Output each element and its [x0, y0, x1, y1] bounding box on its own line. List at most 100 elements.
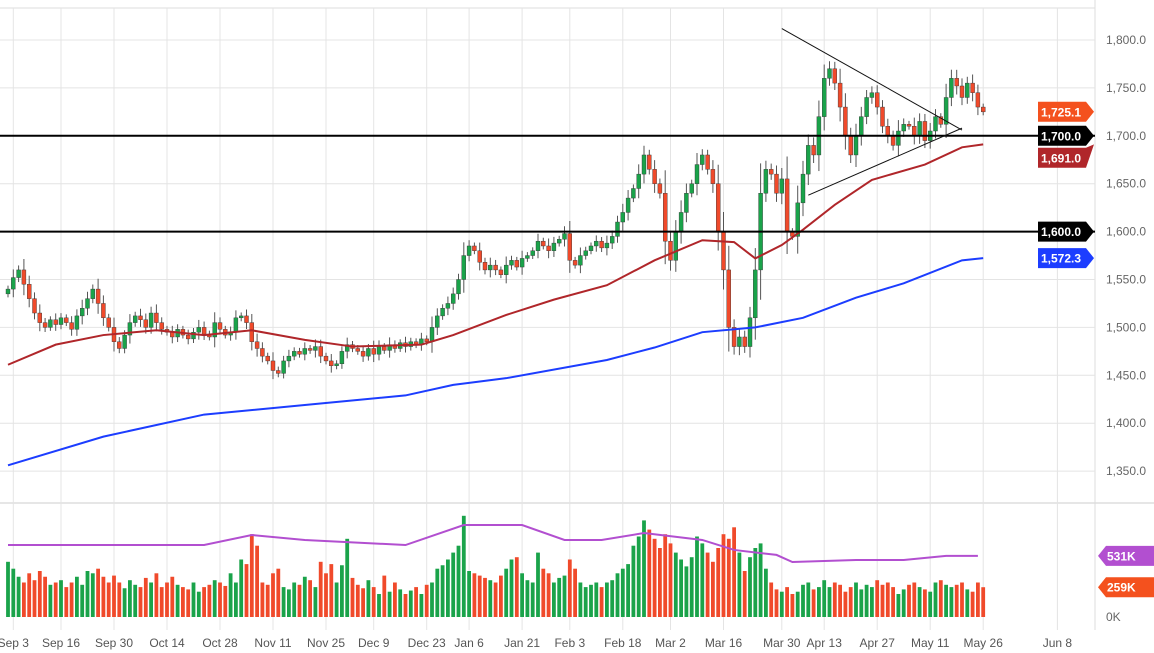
- candle-up: [604, 242, 610, 249]
- volume-bar: [933, 582, 938, 617]
- volume-bar: [48, 584, 53, 617]
- candle-up: [345, 344, 350, 352]
- volume-bar: [271, 573, 275, 617]
- candle-up: [615, 221, 620, 237]
- volume-bar: [223, 585, 228, 617]
- candle-down: [906, 124, 912, 127]
- candle-down: [117, 341, 122, 349]
- candle-down: [360, 351, 366, 357]
- volume-bar: [461, 515, 466, 617]
- candle-up: [292, 351, 297, 357]
- volume-bar: [276, 568, 281, 617]
- candle-up: [806, 145, 811, 175]
- candle-up: [79, 308, 85, 317]
- volume-bar: [366, 580, 371, 617]
- volume-bar: [716, 548, 721, 617]
- candle-down: [657, 183, 663, 194]
- candle-up: [795, 202, 800, 237]
- candle-down: [297, 351, 302, 355]
- candle-up: [684, 193, 689, 213]
- candle-up: [191, 331, 196, 340]
- candle-up: [196, 327, 202, 333]
- volume-bar: [244, 564, 249, 617]
- candle-up: [588, 245, 594, 251]
- candle-up: [535, 240, 541, 251]
- volume-bar: [806, 582, 811, 617]
- time-tick-label: Sep 30: [95, 636, 133, 650]
- candle-up: [859, 116, 864, 136]
- volume-bar: [504, 568, 509, 617]
- candle-up: [610, 236, 615, 244]
- volume-bar: [626, 564, 630, 617]
- volume-bar: [398, 589, 403, 617]
- price-badge-bg: [1038, 101, 1094, 122]
- volume-bar: [207, 584, 212, 617]
- candle-down: [981, 106, 986, 113]
- candle-up: [822, 78, 827, 117]
- volume-bar: [488, 580, 493, 617]
- volume-bar: [181, 587, 185, 617]
- volume-bar: [562, 575, 567, 617]
- volume-bar: [642, 520, 646, 617]
- volume-bar: [355, 584, 360, 617]
- price-tick-label: 1,750.0: [1106, 81, 1146, 95]
- candle-down: [774, 173, 779, 194]
- time-tick-label: Apr 13: [807, 636, 843, 650]
- volume-bar: [605, 582, 609, 617]
- candle-down: [37, 312, 42, 323]
- time-tick-label: Mar 2: [655, 636, 686, 650]
- candle-down: [276, 370, 281, 374]
- candle-up: [853, 135, 859, 156]
- candle-up: [233, 317, 239, 333]
- candle-up: [74, 315, 80, 330]
- candle-down: [716, 183, 721, 232]
- volume-bar: [53, 582, 58, 617]
- volume-bar: [870, 587, 874, 617]
- volume-bar: [408, 590, 413, 617]
- volume-bar: [313, 587, 318, 617]
- volume-bar: [917, 587, 922, 617]
- candle-up: [5, 288, 11, 295]
- volume-bar: [790, 594, 795, 617]
- candle-down: [572, 260, 578, 266]
- candle-up: [58, 317, 64, 325]
- volume-bar: [599, 587, 604, 617]
- volume-bar: [907, 584, 911, 617]
- candle-up: [48, 319, 53, 328]
- volume-bar: [96, 568, 100, 617]
- volume-bar: [287, 589, 291, 617]
- volume-bar: [80, 584, 85, 617]
- triangle-trendline: [808, 127, 963, 196]
- candle-up: [562, 233, 567, 240]
- candle-down: [599, 240, 604, 249]
- volume-bar: [196, 591, 201, 617]
- candle-up: [620, 212, 625, 223]
- time-tick-label: Nov 25: [307, 636, 345, 650]
- volume-bar: [27, 573, 32, 617]
- volume-bar: [382, 575, 387, 617]
- time-tick-label: May 11: [911, 636, 950, 650]
- price-badge-bg: [1038, 221, 1094, 242]
- candle-up: [376, 346, 382, 355]
- candle-up: [16, 269, 21, 278]
- volume-bar: [954, 584, 959, 617]
- volume-bar: [419, 594, 424, 617]
- volume-bar: [493, 582, 498, 617]
- volume-bar: [281, 587, 286, 617]
- candle-down: [482, 262, 488, 271]
- candle-up: [864, 97, 869, 117]
- volume-badge: 259K: [1107, 581, 1136, 595]
- volume-bar: [234, 582, 238, 617]
- price-tick-label: 1,800.0: [1106, 33, 1146, 47]
- candle-down: [880, 106, 885, 127]
- candle-down: [912, 126, 917, 137]
- volume-bar: [689, 557, 694, 617]
- volume-bar: [679, 559, 683, 617]
- candle-down: [938, 116, 943, 125]
- candle-down: [726, 269, 731, 328]
- volume-bar: [483, 577, 487, 617]
- candle-up: [631, 188, 636, 199]
- candle-down: [53, 319, 58, 325]
- volume-bar: [594, 582, 599, 617]
